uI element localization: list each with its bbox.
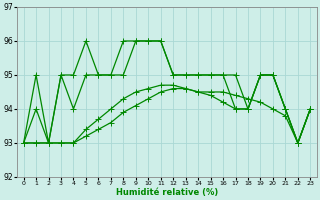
X-axis label: Humidité relative (%): Humidité relative (%) xyxy=(116,188,218,197)
